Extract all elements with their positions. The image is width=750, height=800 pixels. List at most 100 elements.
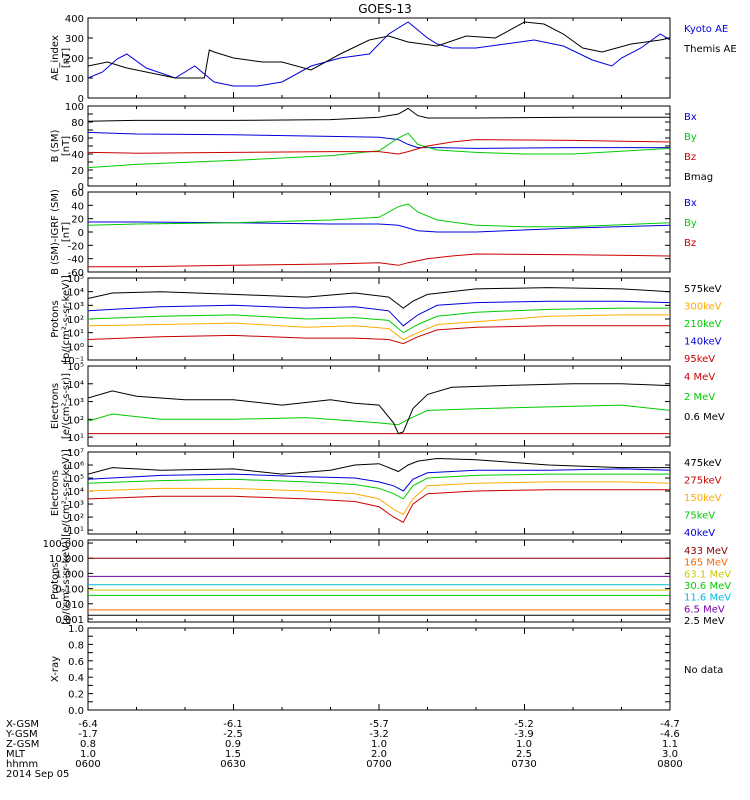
y-axis-label-line: B (SM)-IGRF (SM) xyxy=(50,189,61,275)
y-tick-label: 10⁵ xyxy=(67,474,84,485)
footer-value: -3.9 xyxy=(514,729,534,740)
legend-entry: 433 MeV xyxy=(684,546,728,557)
panel-7: 0.0010.0100.1001.00010.000100.000Protons… xyxy=(43,537,732,627)
footer-value: 1.0 xyxy=(80,749,96,760)
legend-entry: 11.6 MeV xyxy=(684,593,731,604)
footer-value: 0.9 xyxy=(225,739,241,750)
series-line-140keV xyxy=(88,300,670,327)
y-axis-label: Protons[p/(cm²-s-sr-keV)] xyxy=(50,275,72,363)
y-tick-label: 10.000 xyxy=(49,554,84,565)
y-tick-label: 10⁵ xyxy=(67,274,84,285)
y-tick-label: 20 xyxy=(71,166,84,177)
footer-value: 0700 xyxy=(366,759,391,770)
footer-value: 1.5 xyxy=(225,749,241,760)
footer-value: 0800 xyxy=(657,759,682,770)
legend-entry: 2.5 MeV xyxy=(684,616,725,627)
y-axis-label-line: [p/(cm²-s-sr-keV)] xyxy=(61,275,72,363)
y-tick-label: 60 xyxy=(71,134,84,145)
legend-entry: Bmag xyxy=(684,172,713,183)
y-axis-label-line: [e/(cm²-s-sr)] xyxy=(61,373,72,439)
series-line-Kyoto-AE xyxy=(88,21,670,87)
series-line-Bmag xyxy=(88,107,670,122)
legend-entry: Bx xyxy=(684,198,697,209)
y-axis-label: B (SM)[nT] xyxy=(50,129,72,162)
panel-8: 0.0 0.2 0.4 0.6 0.8 1.0 X-ray No data xyxy=(50,624,723,717)
footer-value: -4.6 xyxy=(660,729,680,740)
series-line-275keV xyxy=(88,489,670,523)
footer-value: -6.4 xyxy=(78,719,98,730)
y-tick-label: 10¹ xyxy=(67,329,84,340)
footer-value: 1.0 xyxy=(516,739,532,750)
y-tick-label: 100 xyxy=(65,74,84,85)
y-axis-label-line: AE_index xyxy=(50,35,61,81)
y-tick-label: 0 xyxy=(78,182,84,193)
y-tick-label: 10² xyxy=(67,315,84,326)
series-line-210keV xyxy=(88,307,670,334)
y-tick-label: 80 xyxy=(71,118,84,129)
panel-6: 10¹10²10³10⁴10⁵10⁶10⁷Electrons[e/(cm²-s-… xyxy=(50,448,722,539)
legend-entry: By xyxy=(684,218,697,229)
series-line-Bz xyxy=(88,139,670,155)
series-line-By xyxy=(88,132,670,169)
footer-value: 0630 xyxy=(220,759,245,770)
y-tick-label: 10⁶ xyxy=(67,461,84,472)
series-line-150keV xyxy=(88,481,670,516)
y-axis-label: Electrons[e/(cm²-s-sr-keV)] xyxy=(50,449,72,537)
legend-entry: 63.1 MeV xyxy=(684,569,731,580)
footer-value: -5.2 xyxy=(514,719,534,730)
y-tick-label: 0.0 xyxy=(68,706,84,717)
y-axis-label-line: X-ray xyxy=(50,656,61,682)
legend-entry: 140keV xyxy=(684,337,722,348)
panel-2: 0 20 40 60 80 100 B (SM)[nT] Bx By Bz Bmag xyxy=(50,102,713,193)
y-tick-label: 10⁰ xyxy=(67,342,84,353)
y-tick-label: 10³ xyxy=(67,500,84,511)
y-tick-label: 0.2 xyxy=(68,690,84,701)
y-axis-label-line: [nT] xyxy=(61,48,72,68)
y-tick-label: 60 xyxy=(71,188,84,199)
series-line-575keV xyxy=(88,287,670,309)
footer-value: 1.1 xyxy=(662,739,678,750)
footer-row-label: hhmm xyxy=(6,759,38,770)
y-axis-label-line: Protons xyxy=(50,562,61,599)
panel-4: 10⁻¹10⁰10¹10²10³10⁴10⁵Protons[p/(cm²-s-s… xyxy=(50,274,722,367)
y-tick-label: 10² xyxy=(67,513,84,524)
y-tick-label: 300 xyxy=(65,34,84,45)
y-axis-label: AE_index[nT] xyxy=(50,35,72,81)
legend-entry: Bx xyxy=(684,112,697,123)
y-axis-label-line: B (SM) xyxy=(50,129,61,162)
y-axis-label: B (SM)-IGRF (SM)[nT] xyxy=(50,189,72,275)
panel-1: 0 100 200 300 400 AE_index[nT] Kyoto AE Themis … xyxy=(50,14,737,105)
series-line-Themis-AE xyxy=(88,21,670,79)
series-line-2-MeV xyxy=(88,404,670,426)
legend-entry: Bz xyxy=(684,152,696,163)
y-tick-label: 0.6 xyxy=(68,657,84,668)
y-axis-label-line: [e/(cm²-s-sr-keV)] xyxy=(61,449,72,537)
y-tick-label: 1.000 xyxy=(55,569,84,580)
no-data-note: No data xyxy=(684,665,723,676)
series-line-Bz xyxy=(88,253,670,268)
footer-row-label: MLT xyxy=(6,749,26,760)
legend-entry: 575keV xyxy=(684,284,722,295)
figure-title: GOES-13 xyxy=(358,2,412,16)
footer-row-label: X-GSM xyxy=(6,719,39,730)
y-axis-label-line: Electrons xyxy=(50,383,61,429)
y-tick-label: 0.4 xyxy=(68,673,84,684)
y-tick-label: -20 xyxy=(68,241,84,252)
legend-entry: 210keV xyxy=(684,319,722,330)
footer-value: -2.5 xyxy=(223,729,243,740)
legend-entry: 300keV xyxy=(684,302,722,313)
y-axis-label: X-ray xyxy=(50,656,61,682)
legend-entry: Themis AE xyxy=(683,44,737,55)
y-axis-label: Electrons[e/(cm²-s-sr)] xyxy=(50,373,72,439)
footer-row-label: Y-GSM xyxy=(5,729,38,740)
y-axis-label: Protons[p/(cm²-s-sr-keV)] xyxy=(50,537,72,625)
legend-entry: 40keV xyxy=(684,528,715,539)
date-label: 2014 Sep 05 xyxy=(6,769,69,780)
legend-entry: 75keV xyxy=(684,511,715,522)
y-tick-label: -60 xyxy=(68,268,84,279)
y-tick-label: 10⁻¹ xyxy=(62,356,84,367)
y-axis-label-line: [p/(cm²-s-sr-keV)] xyxy=(61,537,72,625)
y-tick-label: 400 xyxy=(65,14,84,25)
